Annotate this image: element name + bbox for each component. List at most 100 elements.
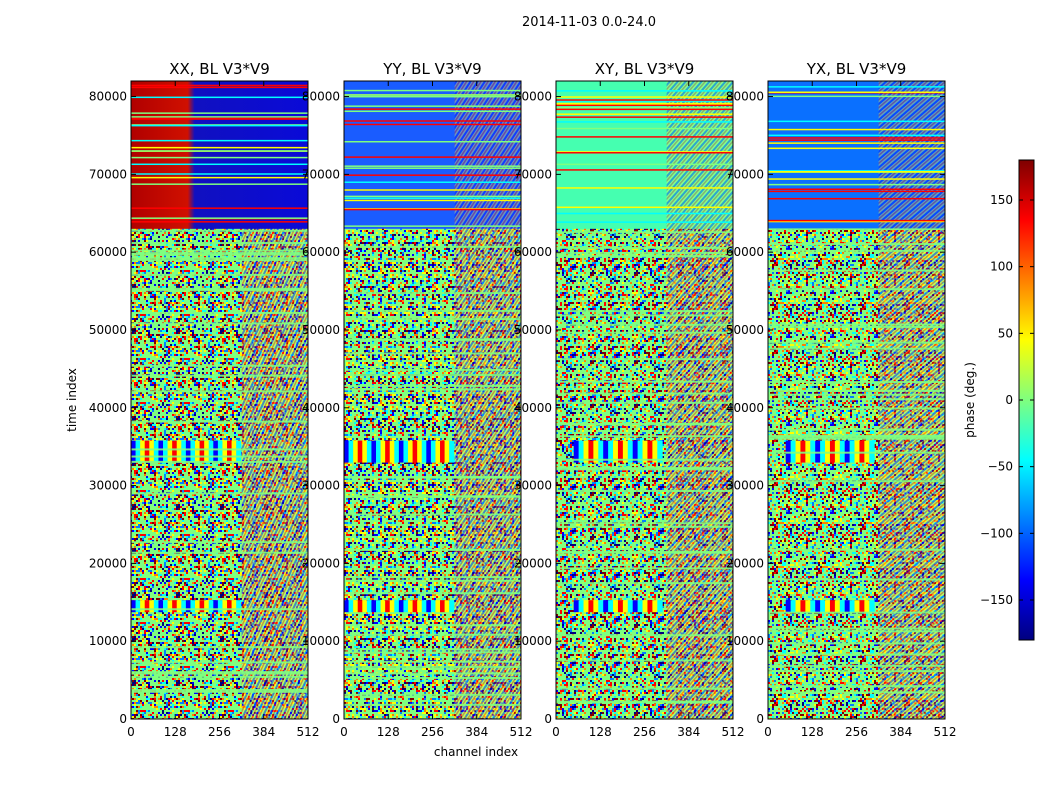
flagged-line xyxy=(768,685,945,688)
flagged-line xyxy=(344,633,521,636)
panel-yy: YY, BL V3*V9 0 128 256 384 512 0 10000 20000 3000… xyxy=(302,60,533,739)
rfi-line xyxy=(556,108,733,111)
flagged-line xyxy=(556,401,733,404)
flagged-line xyxy=(344,374,521,377)
x-tick-label: 384 xyxy=(677,725,700,739)
flagged-line xyxy=(131,289,308,292)
flagged-line xyxy=(768,611,945,614)
y-tick-label: 20000 xyxy=(514,556,552,570)
y-tick-label: 10000 xyxy=(514,634,552,648)
panel-title: XX, BL V3*V9 xyxy=(169,60,270,78)
flagged-line xyxy=(344,368,521,371)
rfi-line xyxy=(556,104,733,107)
flagged-line xyxy=(768,436,945,439)
colorbar-tick-label: −50 xyxy=(988,460,1013,474)
y-tick-label: 50000 xyxy=(726,323,764,337)
flagged-line xyxy=(344,495,521,498)
flagged-line xyxy=(768,670,945,673)
flagged-line xyxy=(556,687,733,690)
rfi-line xyxy=(344,195,521,198)
flagged-line xyxy=(131,242,308,245)
flagged-line xyxy=(768,341,945,344)
y-tick-label: 30000 xyxy=(89,479,127,493)
rfi-line xyxy=(344,94,521,96)
y-tick-label: 80000 xyxy=(514,90,552,104)
flagged-line xyxy=(556,251,733,254)
y-tick-label: 0 xyxy=(544,712,552,726)
y-tick-label: 0 xyxy=(756,712,764,726)
rfi-line xyxy=(768,170,945,172)
rfi-line xyxy=(131,156,308,159)
rfi-line xyxy=(556,103,733,105)
flagged-line xyxy=(556,489,733,492)
flagged-line xyxy=(768,389,945,392)
flagged-line xyxy=(344,318,521,321)
flagged-line xyxy=(131,608,308,611)
y-tick-label: 30000 xyxy=(726,479,764,493)
flagged-line xyxy=(556,323,733,326)
flagged-line xyxy=(131,249,308,252)
flagged-line xyxy=(768,630,945,633)
flagged-line xyxy=(556,358,733,361)
y-tick-label: 60000 xyxy=(302,245,340,259)
flagged-line xyxy=(131,688,308,691)
fringe-band xyxy=(131,440,242,463)
colorbar-tick-label: 50 xyxy=(998,326,1013,340)
y-tick-label: 80000 xyxy=(302,90,340,104)
rfi-line xyxy=(344,110,521,113)
rfi-line xyxy=(131,116,308,118)
flagged-line xyxy=(556,231,733,234)
flagged-line xyxy=(131,311,308,314)
rfi-line xyxy=(768,171,945,173)
flagged-line xyxy=(344,476,521,479)
rfi-line xyxy=(556,169,733,171)
flagged-line xyxy=(556,525,733,528)
rfi-line xyxy=(344,105,521,107)
flagged-line xyxy=(556,701,733,704)
rfi-line xyxy=(768,134,945,137)
flagged-line xyxy=(556,551,733,554)
x-tick-label: 128 xyxy=(801,725,824,739)
rfi-line xyxy=(131,183,308,185)
y-tick-label: 70000 xyxy=(302,167,340,181)
rfi-line xyxy=(556,212,733,215)
rfi-line xyxy=(768,220,945,223)
flagged-line xyxy=(556,567,733,570)
colorbar-gradient xyxy=(1019,160,1034,640)
x-tick-label: 512 xyxy=(510,725,533,739)
y-tick-label: 70000 xyxy=(514,167,552,181)
flagged-line xyxy=(344,388,521,391)
flagged-line xyxy=(131,460,308,463)
flagged-line xyxy=(344,624,521,627)
fringe-band xyxy=(344,440,455,463)
rfi-line xyxy=(131,176,308,179)
colorbar-tick-label: −150 xyxy=(980,593,1013,607)
rfi-line xyxy=(556,90,733,92)
flagged-line xyxy=(768,347,945,350)
rfi-line xyxy=(768,188,945,190)
y-tick-label: 80000 xyxy=(89,90,127,104)
flagged-line xyxy=(556,331,733,334)
rfi-line xyxy=(768,86,945,88)
rfi-line xyxy=(556,187,733,189)
flagged-line xyxy=(131,661,308,664)
rfi-line xyxy=(344,156,521,158)
flagged-line xyxy=(344,338,521,341)
flagged-line xyxy=(556,582,733,585)
rfi-line xyxy=(131,117,308,120)
flagged-line xyxy=(344,651,521,654)
y-tick-label: 0 xyxy=(332,712,340,726)
flagged-line xyxy=(768,642,945,645)
colorbar-tick-label: −100 xyxy=(980,526,1013,540)
y-axis-label: time index xyxy=(65,368,79,432)
y-tick-label: 10000 xyxy=(726,634,764,648)
flagged-line xyxy=(768,323,945,326)
flagged-line xyxy=(556,310,733,313)
y-tick-label: 60000 xyxy=(89,245,127,259)
fringe-band xyxy=(131,600,242,613)
flagged-line xyxy=(131,420,308,423)
rfi-line xyxy=(556,100,733,102)
flagged-line xyxy=(768,393,945,396)
rfi-line xyxy=(768,147,945,150)
flagged-line xyxy=(556,246,733,249)
